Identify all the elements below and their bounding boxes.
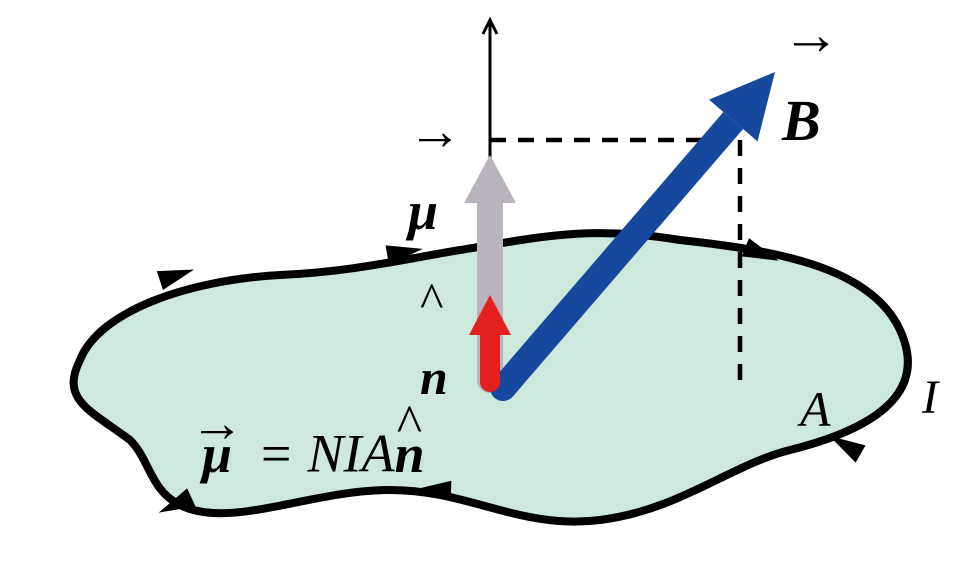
- diagram-root: →μ ^n →B A I →μ = NIA^n: [0, 0, 969, 573]
- diagram-svg: [0, 0, 969, 573]
